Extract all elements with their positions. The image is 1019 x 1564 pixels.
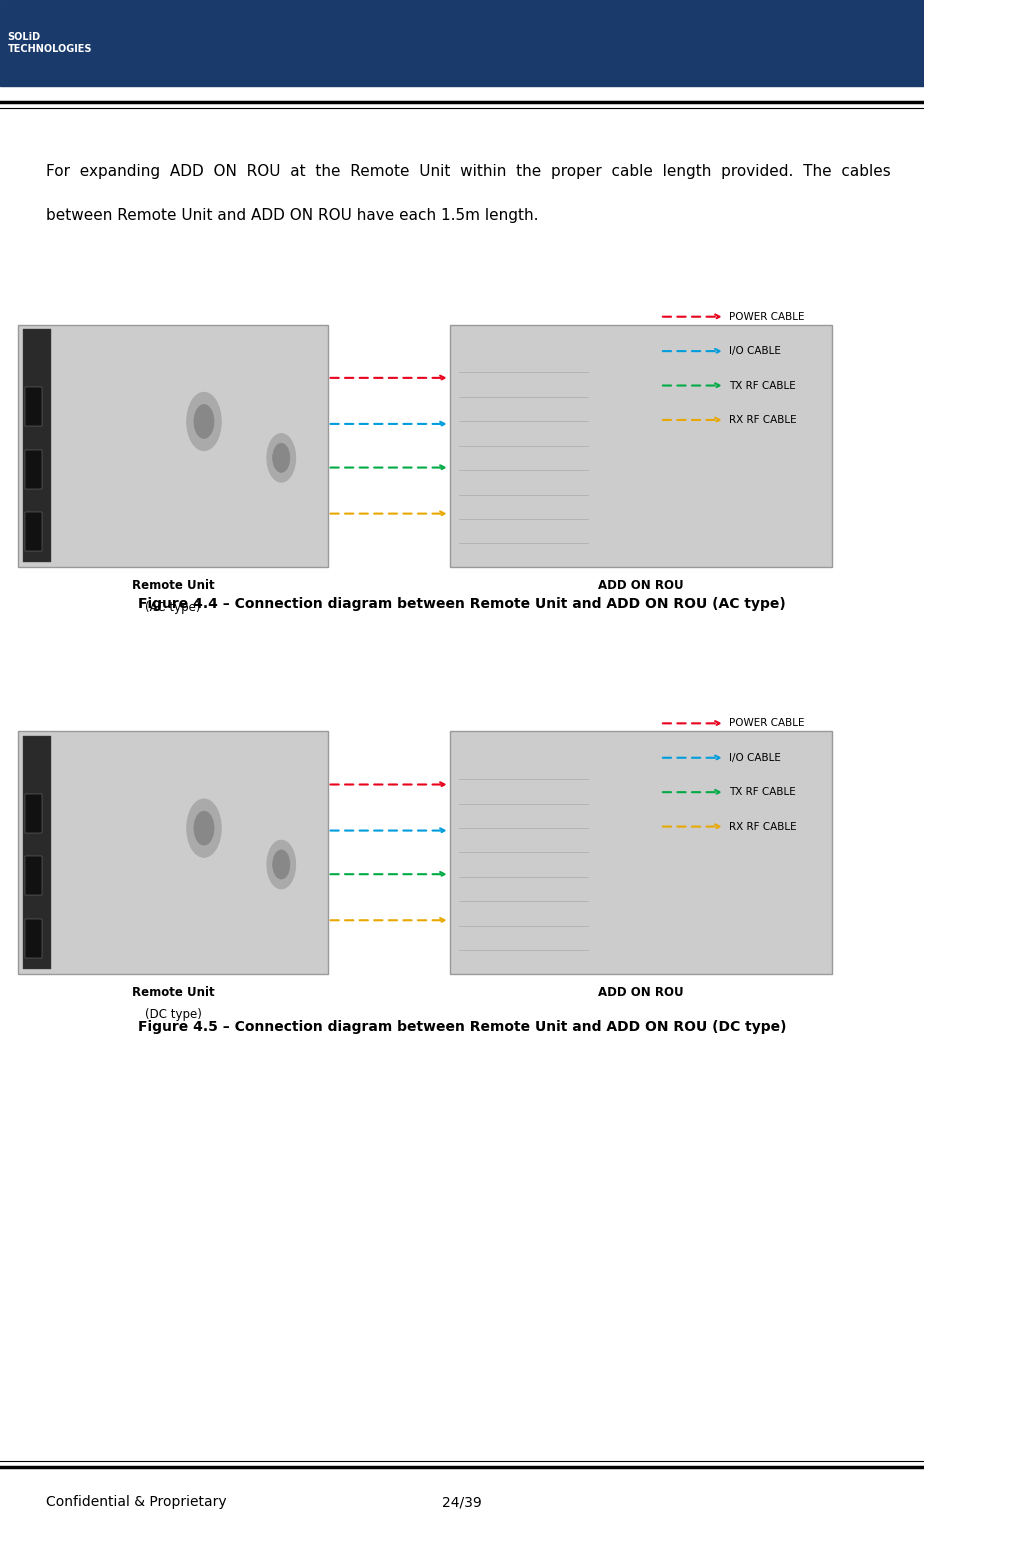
- FancyBboxPatch shape: [23, 737, 51, 968]
- Text: POWER CABLE: POWER CABLE: [730, 311, 805, 322]
- Circle shape: [273, 849, 289, 879]
- FancyBboxPatch shape: [23, 328, 51, 561]
- Text: between Remote Unit and ADD ON ROU have each 1.5m length.: between Remote Unit and ADD ON ROU have …: [46, 208, 539, 224]
- FancyBboxPatch shape: [18, 732, 328, 973]
- Text: Remote Unit: Remote Unit: [131, 580, 214, 593]
- Text: RX RF CABLE: RX RF CABLE: [730, 821, 797, 832]
- Bar: [24, 449, 42, 488]
- Text: Figure 4.4 – Connection diagram between Remote Unit and ADD ON ROU (AC type): Figure 4.4 – Connection diagram between …: [139, 597, 786, 612]
- Circle shape: [273, 443, 289, 472]
- FancyBboxPatch shape: [449, 324, 833, 566]
- Circle shape: [267, 840, 296, 888]
- Text: ADD ON ROU: ADD ON ROU: [598, 580, 684, 593]
- Text: (DC type): (DC type): [145, 1009, 202, 1021]
- Text: ADD ON ROU: ADD ON ROU: [598, 985, 684, 999]
- Bar: [24, 793, 42, 832]
- Text: Figure 4.5 – Connection diagram between Remote Unit and ADD ON ROU (DC type): Figure 4.5 – Connection diagram between …: [138, 1020, 787, 1034]
- Circle shape: [194, 405, 214, 438]
- Text: RX RF CABLE: RX RF CABLE: [730, 414, 797, 425]
- Text: TX RF CABLE: TX RF CABLE: [730, 787, 796, 798]
- Text: I/O CABLE: I/O CABLE: [730, 346, 782, 357]
- Bar: [0, 0, 924, 86]
- Text: SOLiD
TECHNOLOGIES: SOLiD TECHNOLOGIES: [7, 31, 92, 55]
- Circle shape: [186, 393, 221, 450]
- Text: Confidential & Proprietary: Confidential & Proprietary: [46, 1495, 227, 1509]
- Bar: [24, 386, 42, 425]
- FancyBboxPatch shape: [18, 324, 328, 566]
- Bar: [24, 856, 42, 895]
- Text: Remote Unit: Remote Unit: [131, 985, 214, 999]
- Circle shape: [186, 799, 221, 857]
- Text: POWER CABLE: POWER CABLE: [730, 718, 805, 729]
- Text: 24/39: 24/39: [442, 1495, 482, 1509]
- Text: (AC type): (AC type): [146, 601, 201, 615]
- FancyBboxPatch shape: [449, 732, 833, 973]
- Text: TX RF CABLE: TX RF CABLE: [730, 380, 796, 391]
- Bar: [24, 513, 42, 552]
- Text: I/O CABLE: I/O CABLE: [730, 752, 782, 763]
- Circle shape: [267, 433, 296, 482]
- Text: For  expanding  ADD  ON  ROU  at  the  Remote  Unit  within  the  proper  cable : For expanding ADD ON ROU at the Remote U…: [46, 164, 891, 180]
- Bar: [24, 918, 42, 957]
- Circle shape: [194, 812, 214, 845]
